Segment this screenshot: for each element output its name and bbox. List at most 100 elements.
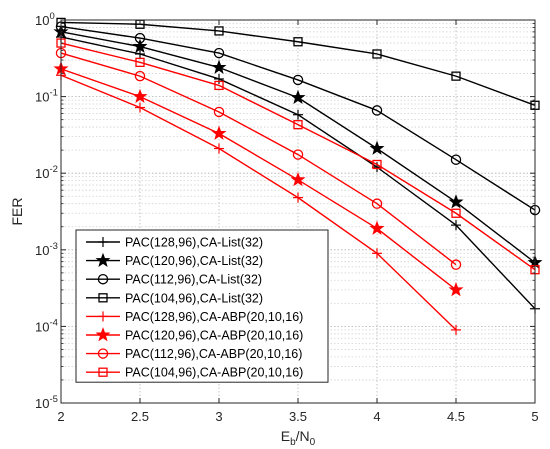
data-point-star — [369, 220, 385, 235]
y-axis-label: FER — [9, 198, 25, 226]
legend-item: PAC(128,96),CA-List(32) — [86, 236, 263, 250]
data-point-plus — [135, 102, 145, 113]
data-point-star — [448, 281, 464, 297]
legend-marker-square — [98, 367, 108, 377]
series-line — [60, 52, 457, 266]
data-point-star — [290, 171, 306, 187]
data-point-circle — [371, 105, 383, 116]
x-axis-label-sub2: 0 — [310, 437, 316, 448]
x-tick-label: 4 — [373, 409, 380, 424]
legend-marker-square — [98, 293, 108, 303]
data-point-star — [448, 194, 464, 209]
y-tick-label: 10-4 — [35, 317, 58, 334]
data-point-square — [135, 57, 145, 67]
data-point-square — [451, 71, 461, 81]
y-axis-title: FER — [9, 198, 25, 226]
y-tick-label-base: 10 — [35, 243, 49, 258]
series-line — [60, 74, 457, 331]
data-point-square — [451, 208, 461, 218]
legend-label: PAC(104,96),CA-ABP(20,10,16) — [125, 366, 303, 380]
data-point-star — [132, 88, 148, 103]
y-tick-label: 10-2 — [35, 164, 58, 181]
data-point-circle — [371, 198, 383, 209]
legend-marker-circle — [97, 348, 109, 359]
data-point-star — [290, 89, 306, 104]
legend-label: PAC(128,96),CA-ABP(20,10,16) — [125, 310, 303, 324]
legend-label: PAC(112,96),CA-ABP(20,10,16) — [125, 347, 302, 361]
y-tick-label: 100 — [35, 11, 55, 28]
y-tick-label-base: 10 — [35, 13, 49, 28]
y-tick-label: 10-1 — [35, 88, 58, 105]
legend-item: PAC(112,96),CA-ABP(20,10,16) — [86, 347, 302, 361]
legend-marker-star — [95, 252, 111, 267]
y-tick-label-exponent: -3 — [49, 241, 57, 252]
legend-box — [75, 229, 329, 383]
y-tick-label-base: 10 — [35, 396, 49, 411]
y-tick-label-exponent: -2 — [49, 164, 57, 175]
data-point-square — [293, 120, 303, 130]
legend-marker-plus — [98, 311, 108, 322]
x-axis-label: Eb/N0 — [281, 428, 316, 448]
x-tick-label: 3 — [215, 409, 222, 424]
data-point-star — [132, 38, 148, 53]
legend-label: PAC(120,96),CA-ABP(20,10,16) — [125, 329, 303, 343]
data-point-circle — [134, 70, 146, 82]
y-tick-label: 10-5 — [35, 394, 58, 411]
x-axis-label-main: E — [281, 428, 290, 444]
x-tick-label: 3.5 — [289, 409, 307, 424]
data-point-plus — [451, 324, 461, 335]
data-point-square — [214, 80, 224, 91]
data-point-circle — [450, 259, 462, 270]
series-line — [60, 42, 536, 271]
series-5 — [56, 70, 461, 335]
series-8 — [56, 38, 540, 275]
legend-marker-plus — [98, 237, 108, 247]
x-axis-label-mid: /N — [296, 428, 310, 444]
data-point-circle — [134, 32, 146, 44]
data-point-plus — [293, 109, 303, 120]
legend-item: PAC(104,96),CA-ABP(20,10,16) — [86, 366, 303, 380]
legend-label: PAC(120,96),CA-List(32) — [125, 254, 263, 268]
legend-label: PAC(112,96),CA-List(32) — [125, 273, 262, 287]
y-tick-label-exponent: -4 — [49, 317, 57, 328]
x-tick-label: 4.5 — [447, 409, 465, 424]
data-point-circle — [450, 154, 462, 165]
data-point-circle — [292, 149, 304, 160]
data-point-plus — [214, 73, 224, 84]
legend-item: PAC(112,96),CA-List(32) — [86, 273, 262, 287]
y-tick-label-base: 10 — [35, 166, 49, 181]
data-point-star — [369, 140, 385, 155]
legend-item: PAC(120,96),CA-List(32) — [86, 252, 263, 268]
y-tick-label-exponent: -5 — [49, 394, 57, 405]
data-point-plus — [372, 248, 382, 259]
series-line — [60, 25, 536, 211]
series-line — [60, 68, 457, 291]
legend-label: PAC(104,96),CA-List(32) — [125, 291, 263, 305]
data-point-circle — [213, 106, 225, 118]
data-point-square — [372, 159, 382, 170]
x-tick-label: 2 — [57, 409, 64, 424]
x-tick-label: 5 — [531, 409, 538, 424]
data-point-plus — [293, 192, 303, 203]
data-point-plus — [451, 220, 461, 231]
data-point-plus — [214, 143, 224, 154]
legend-marker-circle — [97, 273, 109, 285]
y-tick-label-base: 10 — [35, 319, 49, 334]
y-tick-label-exponent: 0 — [49, 11, 54, 22]
y-tick-label-base: 10 — [35, 90, 49, 105]
y-tick-label-exponent: -1 — [49, 88, 57, 99]
data-point-square — [293, 37, 303, 47]
x-tick-label: 2.5 — [131, 409, 149, 424]
y-tick-label: 10-3 — [35, 241, 58, 258]
data-point-square — [214, 26, 224, 36]
data-point-plus — [135, 48, 145, 59]
data-point-circle — [292, 74, 304, 86]
data-point-star — [211, 125, 227, 140]
data-point-star — [211, 59, 227, 74]
legend-item: PAC(128,96),CA-ABP(20,10,16) — [86, 310, 303, 324]
data-point-circle — [213, 47, 225, 59]
x-axis-label-sub1: b — [290, 437, 296, 448]
data-point-square — [372, 49, 382, 59]
